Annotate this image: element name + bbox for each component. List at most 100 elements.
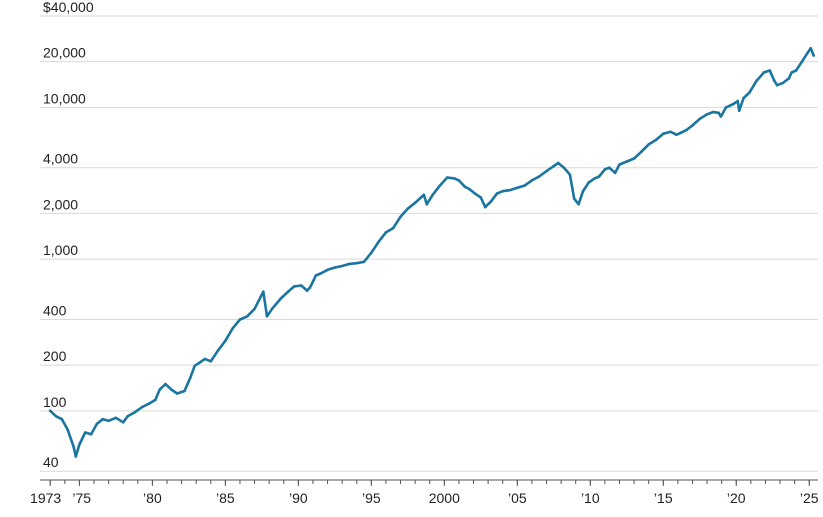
data-point [768,69,772,72]
data-point [794,69,798,72]
data-point [60,417,64,421]
data-point [581,189,585,193]
data-point [95,422,99,426]
data-point [413,201,417,205]
data-point [755,79,758,82]
data-point [231,327,234,330]
x-tick-label-10: ’20 [727,490,746,506]
x-tick-label-3: ’85 [216,490,235,506]
data-point [216,349,220,352]
data-point [463,185,467,188]
data-point [516,186,519,190]
data-point [473,192,477,195]
data-point [340,264,344,268]
data-point [679,131,683,135]
x-tick-label-2: ’80 [143,490,162,506]
series-line-0 [48,46,815,458]
data-point [787,77,791,80]
data-point [270,307,274,311]
grid-layer [40,15,818,472]
data-point [193,364,196,368]
data-point [101,417,105,421]
data-point [523,184,526,187]
data-point [812,54,815,57]
data-point [568,173,572,176]
y-tick-label-8: 100 [43,394,67,410]
data-point [552,164,556,168]
data-point [305,289,309,292]
data-point [209,360,213,363]
y-tick-label-6: 400 [43,302,67,318]
data-point [453,177,456,180]
data-point [618,163,621,166]
data-point [246,315,249,318]
data-point [425,202,429,206]
data-point [597,175,601,178]
data-point [537,175,541,178]
data-point [495,192,499,195]
data-point [308,286,312,289]
x-tick-label-1: ’75 [72,490,91,506]
data-point [790,71,793,74]
data-point [501,189,505,193]
data-point [613,171,617,175]
x-tick-label-11: ’25 [800,490,819,506]
data-point [593,177,596,180]
data-point [685,128,688,132]
data-point [370,251,373,255]
data-point [698,117,702,121]
y-tick-label-2: 10,000 [43,90,86,106]
data-point [399,215,402,219]
data-point [691,124,694,127]
x-tick-label-0: 1973 [30,490,61,506]
data-point [675,133,678,136]
data-point [489,200,493,203]
y-tick-label-3: 4,000 [43,151,78,167]
data-point [391,226,395,230]
data-point [377,240,380,244]
data-point [483,205,487,209]
data-point [279,297,283,300]
data-point [286,290,290,294]
data-point [654,138,658,142]
data-point [121,421,125,424]
data-point [333,266,337,269]
data-point [83,431,87,434]
data-point [647,143,650,146]
data-point [300,284,303,287]
data-point [253,307,256,311]
data-point [89,433,93,436]
y-tick-label-0: $40,000 [43,0,94,15]
data-point [737,109,741,112]
data-point [314,274,318,277]
data-point [348,262,351,266]
data-point [355,261,359,265]
x-tick-label-8: ’10 [581,490,600,506]
data-point [562,166,566,169]
x-tick-label-4: ’90 [289,490,308,506]
data-point [662,132,665,135]
data-point [189,376,192,380]
data-point [603,168,607,171]
data-point [545,169,548,173]
data-point [457,179,461,182]
data-point [203,357,207,361]
data-point [724,106,728,109]
data-point [262,290,265,294]
data-point [800,60,804,63]
data-point [431,193,434,197]
data-point [133,410,137,414]
data-point [781,81,785,85]
data-point [530,179,534,182]
data-point [320,271,324,275]
x-tick-label-9: ’15 [654,490,673,506]
data-point [154,398,157,402]
data-point [406,207,410,210]
data-point [556,161,560,165]
data-point [265,315,269,318]
data-point [772,79,776,82]
y-tick-label-1: 20,000 [43,45,86,61]
data-point [48,409,52,413]
data-point [183,389,186,393]
